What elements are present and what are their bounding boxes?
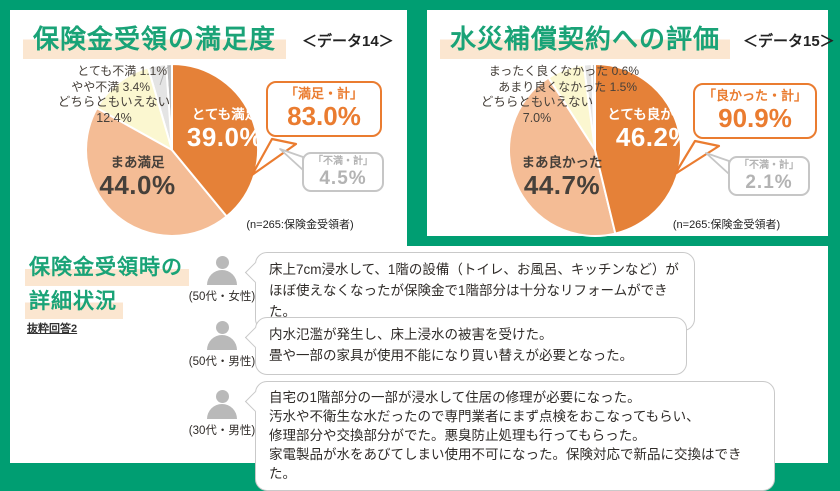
panel-testimonials: 保険金受領時の 詳細状況 抜粋回答2 (50代・女性) 床上7cm浸水して、1階… <box>10 246 828 491</box>
pie-label-fairly-good: まあ良かった 44.7% <box>521 155 603 200</box>
person-icon <box>215 390 229 403</box>
chart-title-satisfaction: 保険金受領の満足度 <box>23 18 287 59</box>
excerpt-note: 抜粋回答2 <box>27 323 78 335</box>
persona-woman-50s: (50代・女性) <box>177 256 267 304</box>
sample-size-note: (n=265:保険金受領者) <box>672 219 781 231</box>
pie-label-not-good-at-all: まったく良くなかった 0.6% <box>488 64 639 78</box>
pie-slice-0 <box>594 62 682 235</box>
persona-man-50s: (50代・男性) <box>177 321 267 369</box>
gray-callout-tail <box>705 152 730 175</box>
pie-slice-1 <box>508 76 617 237</box>
pie-slice-1 <box>85 106 229 237</box>
satisfaction-pie-chart <box>85 62 304 237</box>
pie-slice-0 <box>171 62 259 218</box>
callout-pointer <box>673 139 721 176</box>
person-icon <box>215 256 229 269</box>
leader-line <box>163 65 171 71</box>
section-title: 保険金受領時の 詳細状況 <box>25 252 189 319</box>
persona-man-30s: (30代・男性) <box>177 390 267 438</box>
person-icon <box>215 321 229 334</box>
leader-line <box>159 72 165 86</box>
chart-title-evaluation: 水災補償契約への評価 <box>440 18 731 59</box>
pie-label-somewhat-dissatisfied: やや不満 3.4% <box>71 80 150 94</box>
testimonial-bubble-3: 自宅の1階部分の一部が浸水して住居の修理が必要になった。 汚水や不衛生な水だった… <box>255 381 775 491</box>
pie-label-neutral: どちらともいえない 7.0% <box>480 95 594 126</box>
person-icon <box>207 270 237 285</box>
person-icon <box>207 335 237 350</box>
good-total-callout: 「良かった・計」 90.9% <box>693 83 817 139</box>
testimonial-bubble-2: 内水氾濫が発生し、床上浸水の被害を受けた。 畳や一部の家具が使用不能になり買い替… <box>255 317 687 375</box>
pie-label-very-satisfied: とても満足 39.0% <box>186 107 264 152</box>
pie-label-very-dissatisfied: とても不満 1.1% <box>77 64 167 78</box>
evaluation-pie-chart <box>508 62 730 237</box>
gray-callout-tail <box>279 148 304 171</box>
pie-label-not-very-good: あまり良くなかった 1.5% <box>498 80 637 94</box>
pie-label-very-good: とても良かった 46.2% <box>607 107 701 152</box>
pie-slice-2 <box>95 66 174 153</box>
pie-label-neutral: どちらともいえない 12.4% <box>57 95 171 126</box>
satisfied-total-callout: 「満足・計」 83.0% <box>266 81 382 137</box>
data-tag-14: ＜データ14＞ <box>302 33 394 50</box>
data-tag-15: ＜データ15＞ <box>743 33 835 50</box>
sample-size-note: (n=265:保険金受領者) <box>246 219 354 231</box>
infographic-page: { "theme": { "frame_green": "#009e72", "… <box>0 0 840 473</box>
callout-pointer <box>250 137 298 177</box>
dissatisfied-total-callout: 「不満・計」 4.5% <box>302 152 384 193</box>
person-icon <box>207 404 237 419</box>
dissatisfied-total-callout: 「不満・計」 2.1% <box>728 156 810 197</box>
panel-coverage-evaluation-chart: 水災補償契約への評価 ＜データ15＞ まったく良くなかった 0.6% あまり良く… <box>427 10 835 237</box>
pie-label-somewhat-satisfied: まあ満足 44.0% <box>99 155 176 200</box>
